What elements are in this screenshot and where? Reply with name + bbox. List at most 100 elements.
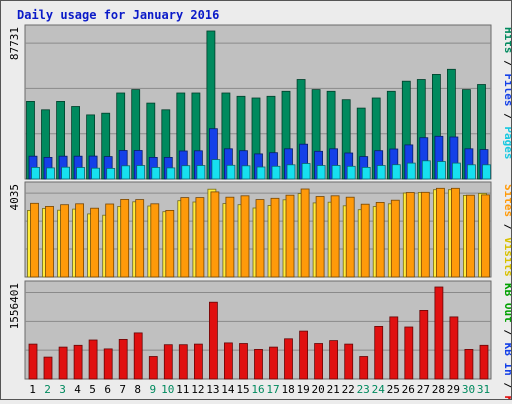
bar-pages-16 <box>256 166 266 180</box>
chart-panels: 87731 Hits / Files / Pages 4035 Sites / Vis… <box>8 24 512 404</box>
bar-pages-19 <box>301 163 311 180</box>
bar-sites-14 <box>225 196 235 278</box>
bar-sites-4 <box>75 203 84 278</box>
x-tick-label-17: 17 <box>266 383 279 396</box>
x-tick-label-16: 16 <box>251 383 264 396</box>
x-tick-label-2: 2 <box>44 383 51 396</box>
x-tick-label-12: 12 <box>191 383 204 396</box>
bar-kb-f-17 <box>269 346 278 380</box>
x-tick-label-21: 21 <box>327 383 340 396</box>
panel-2: 4035 Sites / Visits <box>8 181 512 278</box>
bar-sites-28 <box>435 187 445 278</box>
bar-sites-5 <box>90 207 99 278</box>
x-axis: 1 2 3 4 5 6 7 8 9 10 11 12 13 14 15 16 17 18 19 20 21 22 23 24 2… <box>29 383 490 396</box>
bar-pages-17 <box>271 165 281 180</box>
bar-kb-f-11 <box>178 344 188 380</box>
x-tick-label-20: 20 <box>311 383 324 396</box>
bar-kb-f-14 <box>223 342 233 380</box>
bar-kb-f-19 <box>299 330 309 380</box>
legend: Sites / Visits <box>502 184 511 277</box>
bar-sites-13 <box>210 191 220 278</box>
bar-sites-9 <box>150 203 160 278</box>
bar-sites-26 <box>405 192 415 278</box>
legend-separator: / <box>502 323 511 343</box>
bar-kb-f-7 <box>118 338 128 380</box>
bar-kb-f-6 <box>103 348 113 380</box>
panel-3: 1556401 KB Out / KB In / KB F <box>8 280 512 404</box>
bar-kb-f-4 <box>73 344 83 380</box>
bar-kb-f-18 <box>284 338 293 380</box>
legend-entry-files: Files <box>502 73 511 106</box>
x-tick-label-15: 15 <box>236 383 249 396</box>
x-tick-label-10: 10 <box>161 383 174 396</box>
bar-pages-27 <box>421 160 431 180</box>
bar-pages-6 <box>106 167 116 180</box>
x-tick-label-18: 18 <box>281 383 294 396</box>
bar-kb-f-31 <box>479 344 489 380</box>
bar-kb-f-21 <box>329 340 339 380</box>
bar-pages-3 <box>61 166 70 180</box>
x-tick-label-29: 29 <box>447 383 460 396</box>
bar-sites-23 <box>360 203 370 278</box>
bar-sites-29 <box>450 187 460 278</box>
bar-pages-22 <box>346 165 356 180</box>
x-tick-label-23: 23 <box>357 383 370 396</box>
legend-entry-hits: Hits <box>502 27 511 54</box>
bar-kb-f-3 <box>58 346 68 380</box>
y-max-label: 1556401 <box>8 283 21 329</box>
bar-kb-f-12 <box>193 343 203 380</box>
chart-title: Daily usage for January 2016 <box>17 8 219 22</box>
bar-kb-f-27 <box>419 309 429 380</box>
y-max-label: 87731 <box>8 27 21 60</box>
x-tick-label-25: 25 <box>387 383 400 396</box>
bar-sites-11 <box>180 197 190 278</box>
x-tick-label-31: 31 <box>477 383 490 396</box>
bar-pages-11 <box>181 165 191 180</box>
bar-pages-29 <box>451 162 461 180</box>
bar-kb-f-8 <box>133 332 143 380</box>
x-tick-label-22: 22 <box>342 383 355 396</box>
bar-kb-f-22 <box>344 343 354 380</box>
bar-sites-10 <box>165 209 175 278</box>
x-tick-label-30: 30 <box>462 383 475 396</box>
bar-pages-30 <box>466 164 476 180</box>
x-tick-label-9: 9 <box>149 383 156 396</box>
legend-separator: / <box>502 376 511 396</box>
bar-kb-f-16 <box>254 348 263 380</box>
x-tick-label-7: 7 <box>119 383 126 396</box>
legend-entry-kb-in: KB In <box>502 343 511 376</box>
bar-pages-1 <box>31 166 40 180</box>
bar-pages-28 <box>436 161 446 180</box>
bar-sites-20 <box>315 196 325 278</box>
bar-kb-f-15 <box>239 343 248 380</box>
bar-pages-15 <box>241 165 251 180</box>
bar-sites-19 <box>300 188 310 278</box>
bar-pages-20 <box>316 165 326 180</box>
bar-sites-16 <box>255 199 265 278</box>
bar-pages-25 <box>391 164 401 180</box>
bar-sites-6 <box>105 203 115 278</box>
bar-pages-26 <box>406 162 416 180</box>
bar-pages-13 <box>211 159 221 180</box>
x-tick-label-13: 13 <box>206 383 219 396</box>
legend-entry-visits: Visits <box>502 237 511 277</box>
bar-sites-24 <box>375 201 385 278</box>
panel-1: 87731 Hits / Files / Pages <box>8 24 512 180</box>
legend-entry-kb-f: KB F <box>502 396 511 399</box>
x-tick-label-28: 28 <box>432 383 445 396</box>
bar-sites-8 <box>135 199 145 278</box>
x-tick-label-24: 24 <box>372 383 386 396</box>
bar-kb-f-23 <box>359 356 369 380</box>
bar-kb-f-26 <box>404 326 414 380</box>
bar-sites-17 <box>270 197 280 278</box>
x-tick-label-1: 1 <box>29 383 36 396</box>
bar-kb-f-20 <box>314 343 324 380</box>
bar-sites-30 <box>465 194 475 278</box>
bar-sites-3 <box>60 204 69 278</box>
bar-sites-31 <box>481 194 490 278</box>
x-tick-label-3: 3 <box>59 383 66 396</box>
bar-pages-8 <box>136 165 146 180</box>
bar-pages-21 <box>331 165 341 180</box>
